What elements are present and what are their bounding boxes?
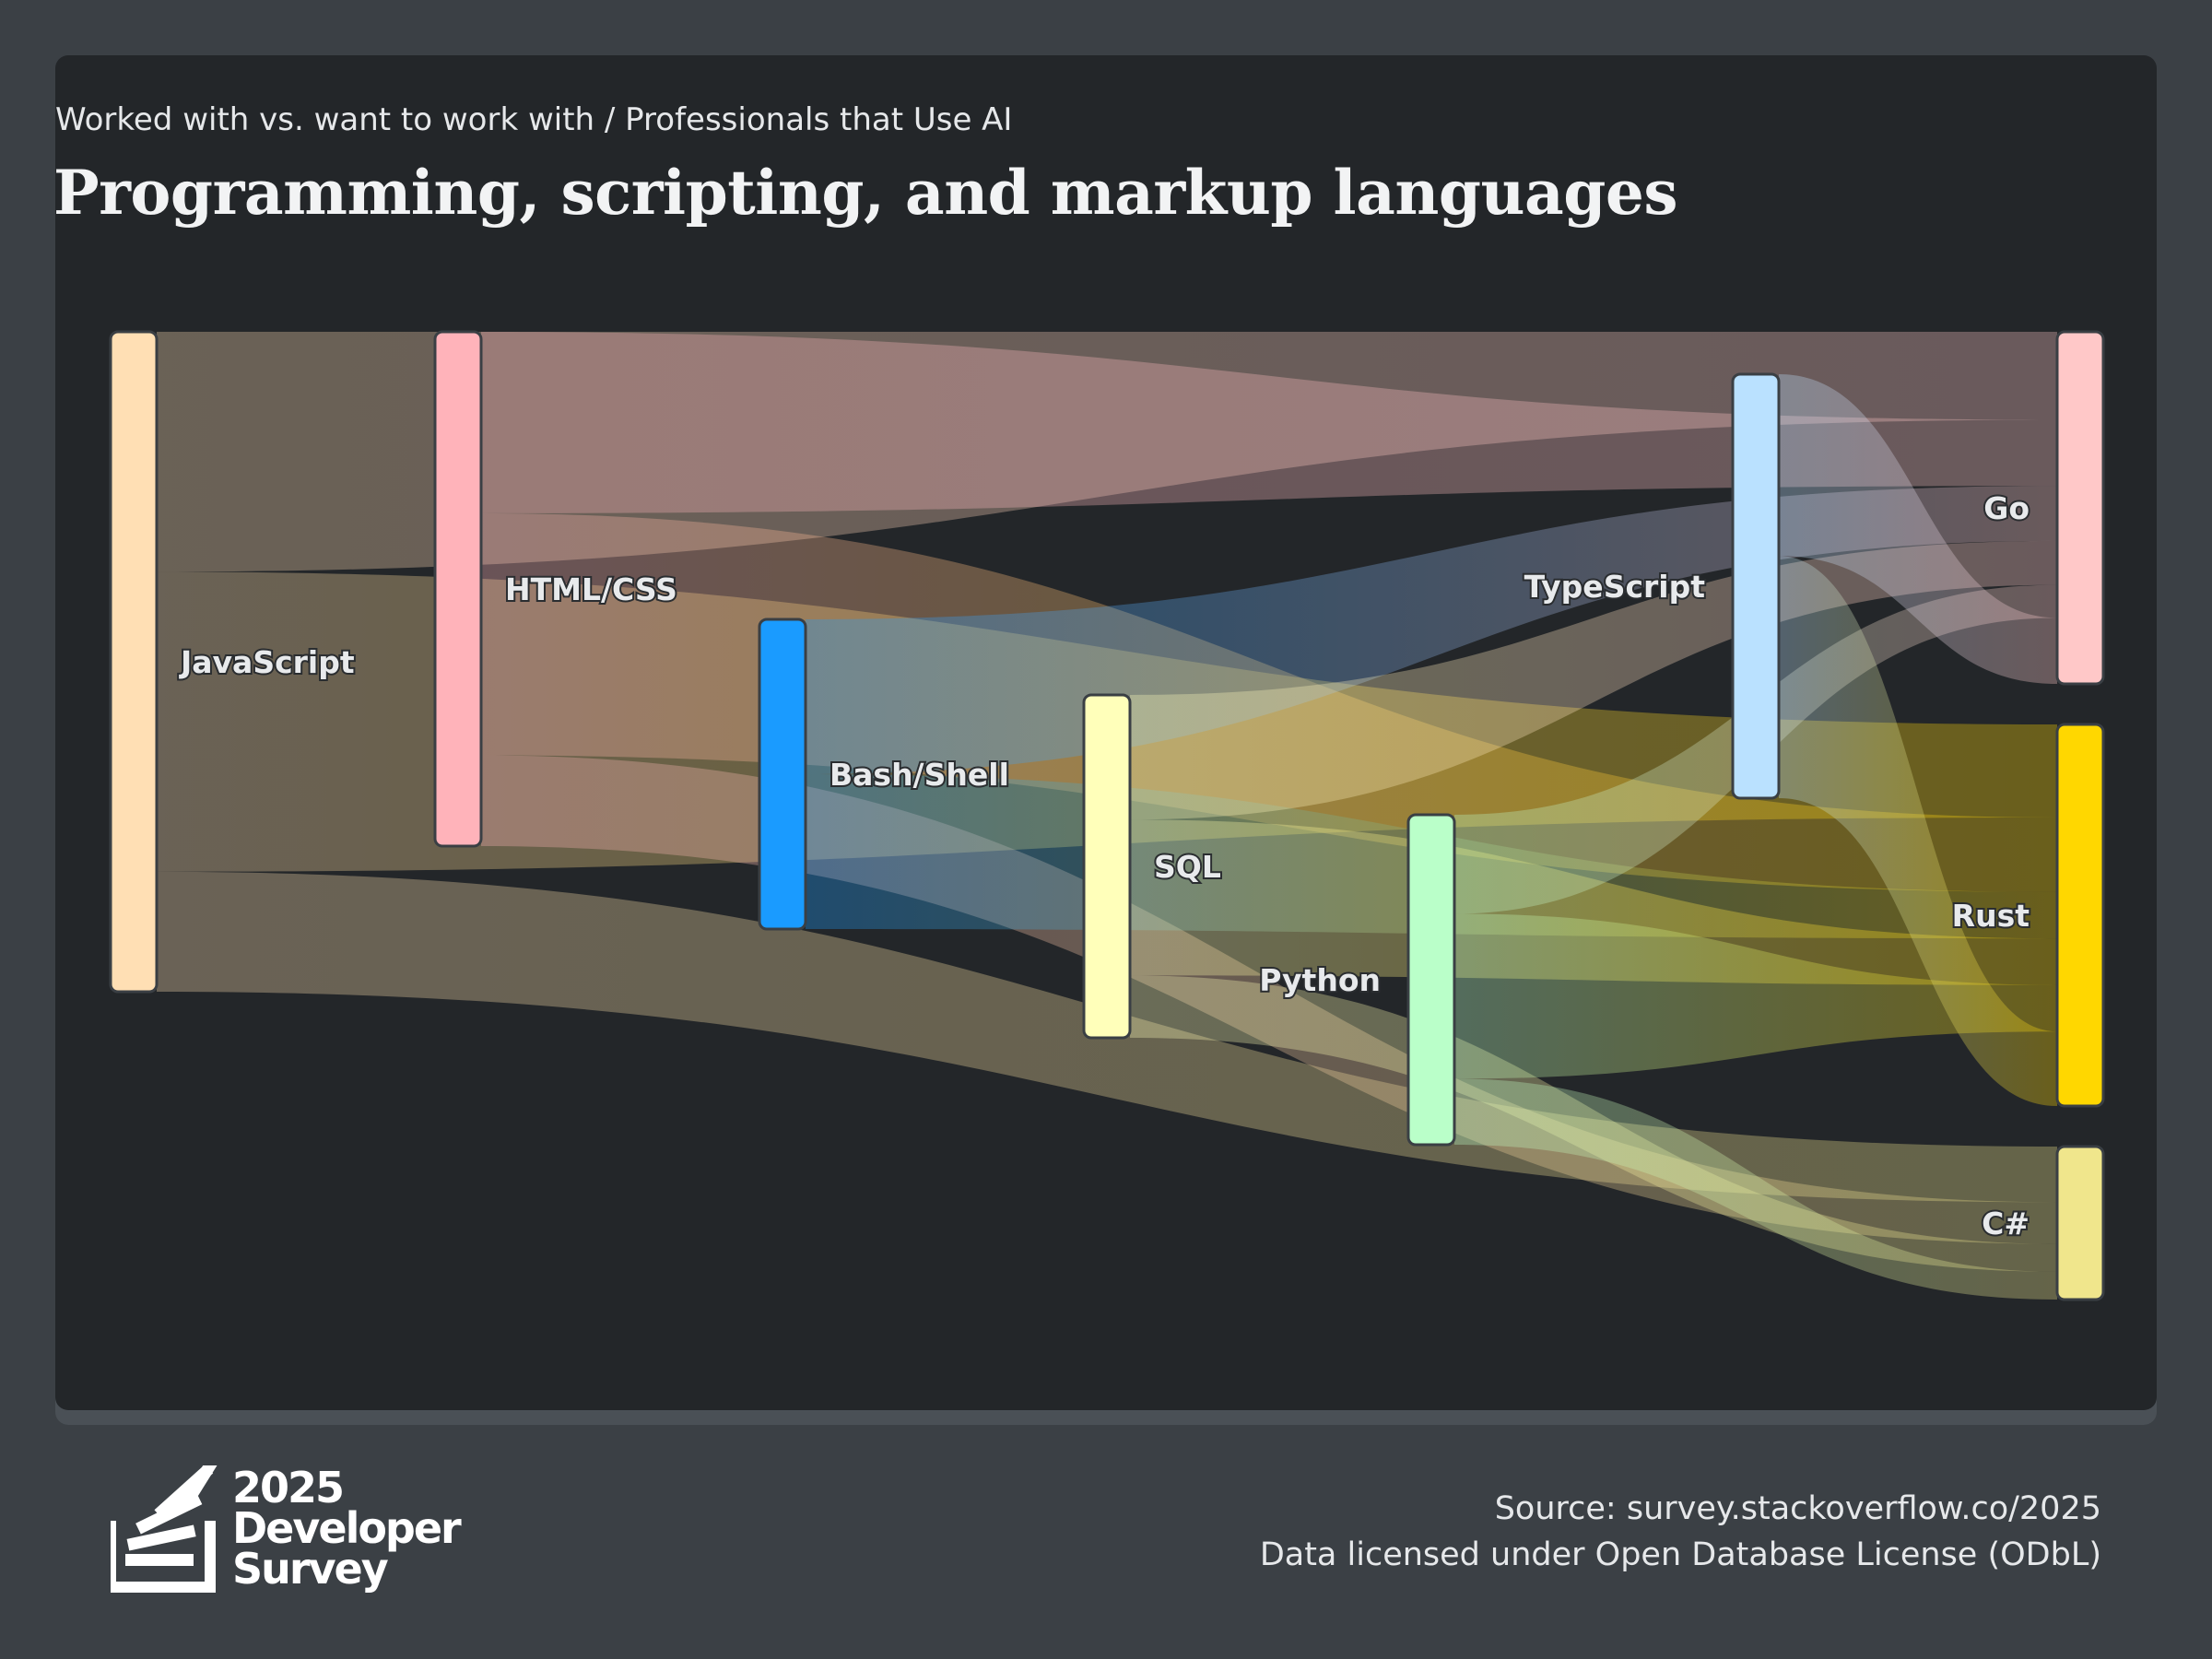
source-text: Source: survey.stackoverflow.co/2025	[1494, 1490, 2101, 1527]
node-go	[2055, 330, 2105, 686]
node-label-javascript: JavaScript	[179, 644, 355, 680]
node-label-c: C#	[1982, 1206, 2030, 1241]
sankey-labels: JavaScript HTML/CSS Bash/Shell SQL Python Typ…	[177, 488, 2031, 1243]
chart-subtitle: Worked with vs. want to work with / Prof…	[55, 101, 1013, 138]
link-HTMLCSS-to-Go	[481, 332, 2057, 513]
node-label-go: Go	[1983, 490, 2030, 526]
chart-title: Programming, scripting, and markup langu…	[53, 157, 1678, 229]
stack-overflow-survey-logo-icon	[111, 1465, 228, 1593]
sankey-nodes	[109, 330, 2105, 1301]
survey-logo-text: 2025 Developer Survey	[232, 1463, 462, 1594]
link-SQL-to-Go	[1130, 540, 2057, 820]
link-TypeScript-to-Rust	[1779, 556, 2057, 1106]
node-label-typescript: TypeScript	[1524, 569, 1706, 605]
link-TypeScript-to-Go	[1779, 374, 2057, 684]
node-bashshell	[758, 618, 807, 931]
node-htmlcss	[433, 330, 483, 848]
node-javascript	[109, 330, 159, 994]
logo-line1: Developer	[232, 1503, 462, 1553]
node-python	[1406, 813, 1456, 1147]
node-label-bashshell: Bash/Shell	[830, 757, 1009, 793]
node-label-rust: Rust	[1952, 898, 2030, 934]
license-text: Data licensed under Open Database Licens…	[1259, 1536, 2101, 1573]
node-label-sql: SQL	[1154, 849, 1221, 885]
node-label-python: Python	[1259, 962, 1381, 998]
link-SQL-to-Rust	[1130, 819, 2057, 985]
logo-year: 2025	[232, 1463, 345, 1512]
source-note: Source: survey.stackoverflow.co/2025 Dat…	[1260, 1486, 2101, 1578]
node-sql	[1082, 693, 1132, 1040]
link-Python-to-C	[1454, 1078, 2057, 1300]
node-typescript	[1731, 372, 1781, 800]
node-label-htmlcss: HTML/CSS	[505, 571, 677, 607]
node-rust	[2055, 723, 2105, 1108]
node-c	[2055, 1145, 2105, 1301]
logo-line2: Survey	[232, 1544, 389, 1594]
link-Python-to-Rust	[1454, 913, 2057, 1079]
